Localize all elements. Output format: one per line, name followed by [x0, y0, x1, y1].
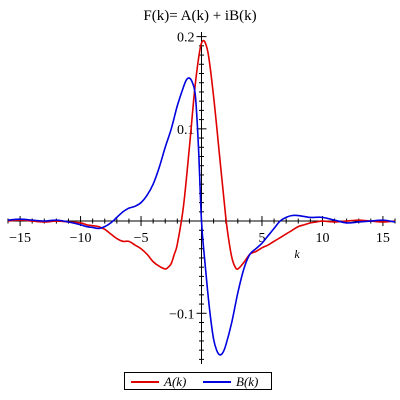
- legend: A(k) B(k): [124, 372, 272, 390]
- ticks: −15 −10 −5 5 10 15−0.10.10.2: [7, 31, 396, 360]
- chart-title: F(k)= A(k) + iB(k): [143, 8, 256, 24]
- legend-label-a: A(k): [164, 374, 187, 389]
- x-tick-label: −10: [70, 231, 92, 246]
- x-tick-label: −15: [9, 231, 31, 246]
- legend-entry-a: A(k): [131, 374, 186, 390]
- series-line-b: [7, 77, 396, 356]
- x-axis-label: k: [294, 247, 300, 261]
- x-tick-label: 15: [376, 231, 390, 246]
- legend-entry-b: B(k): [203, 374, 258, 390]
- series-group: [7, 39, 396, 356]
- y-tick-label: 0.2: [177, 31, 195, 46]
- axes: [8, 32, 395, 364]
- legend-swatch-a: [131, 381, 159, 383]
- x-tick-label: −5: [134, 231, 149, 246]
- series-line-a: [7, 39, 396, 270]
- legend-label-b: B(k): [236, 374, 259, 389]
- legend-swatch-b: [203, 381, 231, 383]
- x-tick-label: 5: [258, 231, 265, 246]
- y-tick-label: −0.1: [169, 307, 194, 322]
- x-tick-label: 10: [315, 231, 329, 246]
